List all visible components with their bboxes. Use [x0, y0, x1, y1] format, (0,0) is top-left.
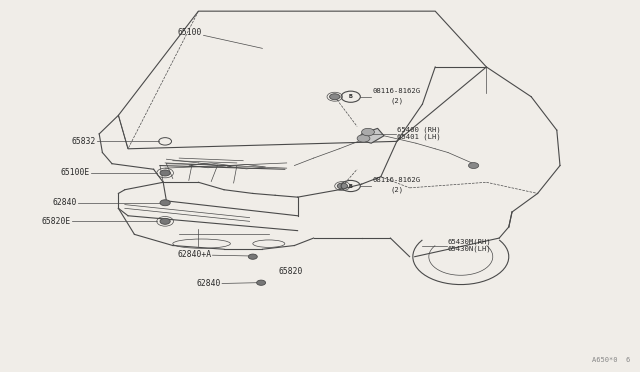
Circle shape	[330, 94, 340, 100]
Text: 65430N(LH): 65430N(LH)	[448, 245, 492, 252]
Text: B: B	[349, 183, 353, 189]
Circle shape	[357, 135, 370, 142]
Circle shape	[160, 170, 170, 176]
Text: 62840: 62840	[52, 198, 77, 207]
Text: 65820E: 65820E	[41, 217, 70, 226]
Circle shape	[362, 128, 374, 136]
Text: 62840+A: 62840+A	[177, 250, 211, 259]
Text: 08116-8162G: 08116-8162G	[372, 177, 420, 183]
Text: 65430M(RH): 65430M(RH)	[448, 238, 492, 245]
Circle shape	[248, 254, 257, 259]
Circle shape	[337, 183, 348, 189]
Text: 65820: 65820	[278, 267, 303, 276]
Text: (2): (2)	[390, 97, 404, 104]
Text: 65832: 65832	[72, 137, 96, 146]
Text: 65100E: 65100E	[60, 169, 90, 177]
Circle shape	[468, 163, 479, 169]
Text: 65400 (RH): 65400 (RH)	[397, 127, 440, 134]
Text: A650*0  6: A650*0 6	[592, 357, 630, 363]
Text: 65100: 65100	[177, 28, 202, 37]
Circle shape	[257, 280, 266, 285]
Text: (2): (2)	[390, 186, 404, 193]
Text: 62840: 62840	[196, 279, 221, 288]
Text: 08116-8162G: 08116-8162G	[372, 88, 420, 94]
Polygon shape	[358, 128, 384, 143]
Circle shape	[160, 218, 170, 224]
Circle shape	[160, 200, 170, 206]
Text: 65401 (LH): 65401 (LH)	[397, 134, 440, 140]
Text: B: B	[349, 94, 353, 99]
